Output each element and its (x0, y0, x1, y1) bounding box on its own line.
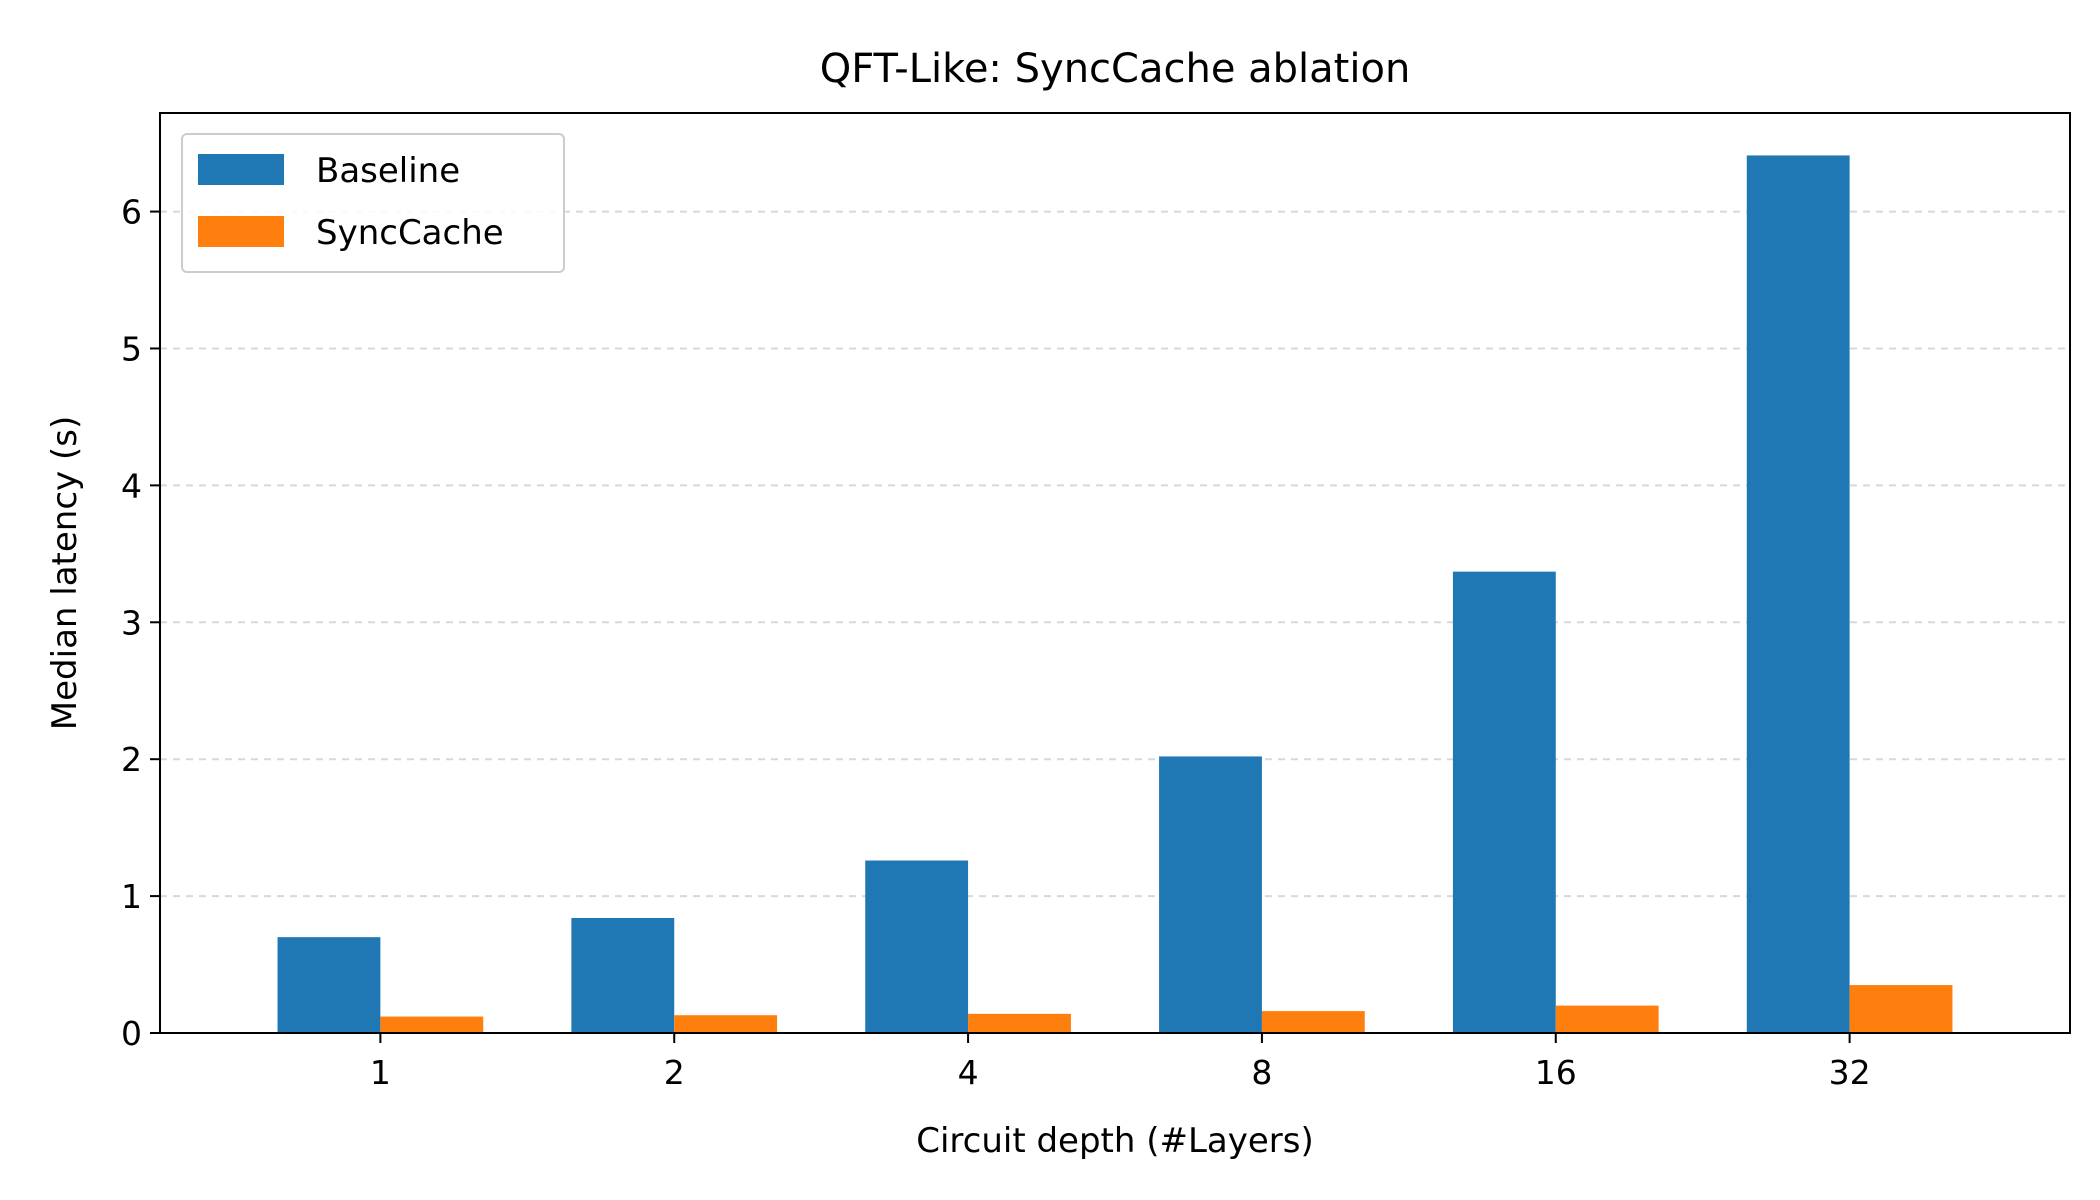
y-tick-label: 1 (121, 877, 142, 916)
bar-baseline-4 (865, 860, 969, 1033)
legend: Baseline SyncCache (181, 133, 565, 273)
x-tick-label: 8 (1251, 1053, 1272, 1092)
bar-synccache-16 (1555, 1005, 1659, 1033)
y-tick-label: 4 (121, 466, 142, 505)
bars (277, 155, 1953, 1033)
plot-frame (159, 112, 2071, 1034)
bar-synccache-2 (674, 1015, 778, 1033)
bar-baseline-16 (1452, 571, 1556, 1033)
legend-swatch-baseline (198, 154, 284, 185)
legend-label-baseline: Baseline (316, 151, 460, 191)
y-axis-ticks: 0 1 2 3 4 5 6 (121, 193, 160, 1053)
x-tick-label: 32 (1829, 1053, 1871, 1092)
chart-title: QFT-Like: SyncCache ablation (820, 46, 1411, 92)
x-tick-label: 16 (1535, 1053, 1577, 1092)
x-axis-ticks: 1 2 4 8 16 32 (370, 1033, 1871, 1092)
bar-baseline-2 (571, 918, 675, 1033)
bar-baseline-1 (277, 937, 381, 1033)
y-tick-label: 0 (121, 1014, 142, 1053)
x-tick-label: 2 (664, 1053, 685, 1092)
bar-synccache-4 (968, 1013, 1071, 1033)
x-tick-label: 4 (958, 1053, 979, 1092)
bar-synccache-1 (380, 1016, 484, 1033)
y-tick-label: 3 (121, 603, 142, 642)
y-axis-label: Median latency (s) (45, 416, 85, 730)
bar-synccache-8 (1261, 1011, 1365, 1033)
y-tick-label: 2 (121, 740, 142, 779)
x-axis-label: Circuit depth (#Layers) (916, 1121, 1314, 1161)
y-tick-label: 6 (121, 193, 142, 232)
bar-baseline-8 (1159, 756, 1262, 1033)
legend-label-synccache: SyncCache (316, 213, 504, 253)
bar-baseline-32 (1746, 155, 1850, 1033)
y-tick-label: 5 (121, 329, 142, 368)
x-tick-label: 1 (370, 1053, 391, 1092)
legend-swatch-synccache (198, 216, 284, 247)
bar-synccache-32 (1849, 985, 1953, 1033)
